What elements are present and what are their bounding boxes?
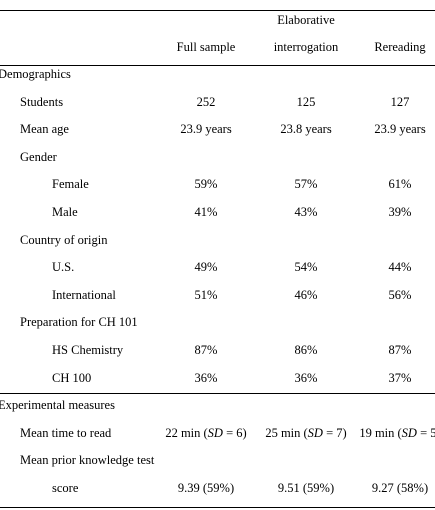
cell-part: 25 min ( xyxy=(265,425,308,440)
cell: 252 xyxy=(196,94,216,109)
cell: 56% xyxy=(388,287,412,302)
cell: 59% xyxy=(194,177,218,192)
cell: 22 min (SD = 6) xyxy=(165,425,246,441)
row-label: CH 100 xyxy=(52,370,92,385)
cell: 37% xyxy=(388,370,412,385)
row-label: U.S. xyxy=(52,260,75,275)
cell: 41% xyxy=(194,205,218,219)
rule xyxy=(0,507,435,508)
cell: 57% xyxy=(294,177,318,192)
row-label: Students xyxy=(20,94,64,109)
header-cell: interrogation xyxy=(273,40,339,54)
cell-part: = 6) xyxy=(222,425,247,440)
row-label: Country of origin xyxy=(20,232,108,247)
header-cell: Elaborative xyxy=(277,13,335,27)
cell: 51% xyxy=(194,287,218,302)
row-label: Preparation for CH 101 xyxy=(20,315,138,330)
cell-part: SD xyxy=(401,425,417,440)
cell: 25 min (SD = 7) xyxy=(265,425,346,441)
row-label: Female xyxy=(52,177,89,192)
cell: 49% xyxy=(194,260,218,275)
row-label: HS Chemistry xyxy=(52,343,124,357)
cell-part: SD xyxy=(307,425,323,440)
cell-part: = 5) xyxy=(420,425,435,440)
cell-part: 22 min ( xyxy=(165,425,208,440)
cell-part: 19 min ( xyxy=(359,425,402,440)
rule xyxy=(0,10,435,11)
row-label: International xyxy=(52,287,116,302)
cell-part: SD xyxy=(207,425,223,440)
row-label: score xyxy=(52,480,79,495)
row-label: Male xyxy=(52,205,78,219)
cell: 23.9 years xyxy=(374,122,426,137)
cell: 9.27 (58%) xyxy=(371,480,429,495)
cell: 36% xyxy=(294,370,318,385)
section-title: Demographics xyxy=(0,67,71,81)
cell: 9.39 (59%) xyxy=(177,480,235,495)
row-label: Mean age xyxy=(20,122,69,137)
cell: 9.51 (59%) xyxy=(277,480,335,495)
cell: 125 xyxy=(296,94,316,109)
cell-part: = 7) xyxy=(322,425,347,440)
cell: 39% xyxy=(388,205,412,219)
header-cell: Full sample xyxy=(176,40,236,54)
cell: 127 xyxy=(390,94,410,109)
rule xyxy=(0,65,435,66)
cell: 23.8 years xyxy=(280,122,332,137)
cell: 87% xyxy=(194,343,218,357)
cell: 87% xyxy=(388,343,412,357)
cell: 46% xyxy=(294,287,318,302)
cell: 23.9 years xyxy=(180,122,232,137)
section-title: Experimental measures xyxy=(0,398,115,412)
cell: 61% xyxy=(388,177,412,192)
header-cell: Rereading xyxy=(374,40,426,54)
cell: 44% xyxy=(388,260,412,275)
cell: 19 min (SD = 5) xyxy=(359,425,435,441)
cell: 54% xyxy=(294,260,318,275)
rule xyxy=(0,393,435,394)
row-label: Mean time to read xyxy=(20,425,112,440)
cell: 36% xyxy=(194,370,218,385)
row-label: Gender xyxy=(20,149,57,164)
cell: 43% xyxy=(294,205,318,219)
cell: 86% xyxy=(294,343,318,357)
row-label: Mean prior knowledge test xyxy=(20,453,155,468)
